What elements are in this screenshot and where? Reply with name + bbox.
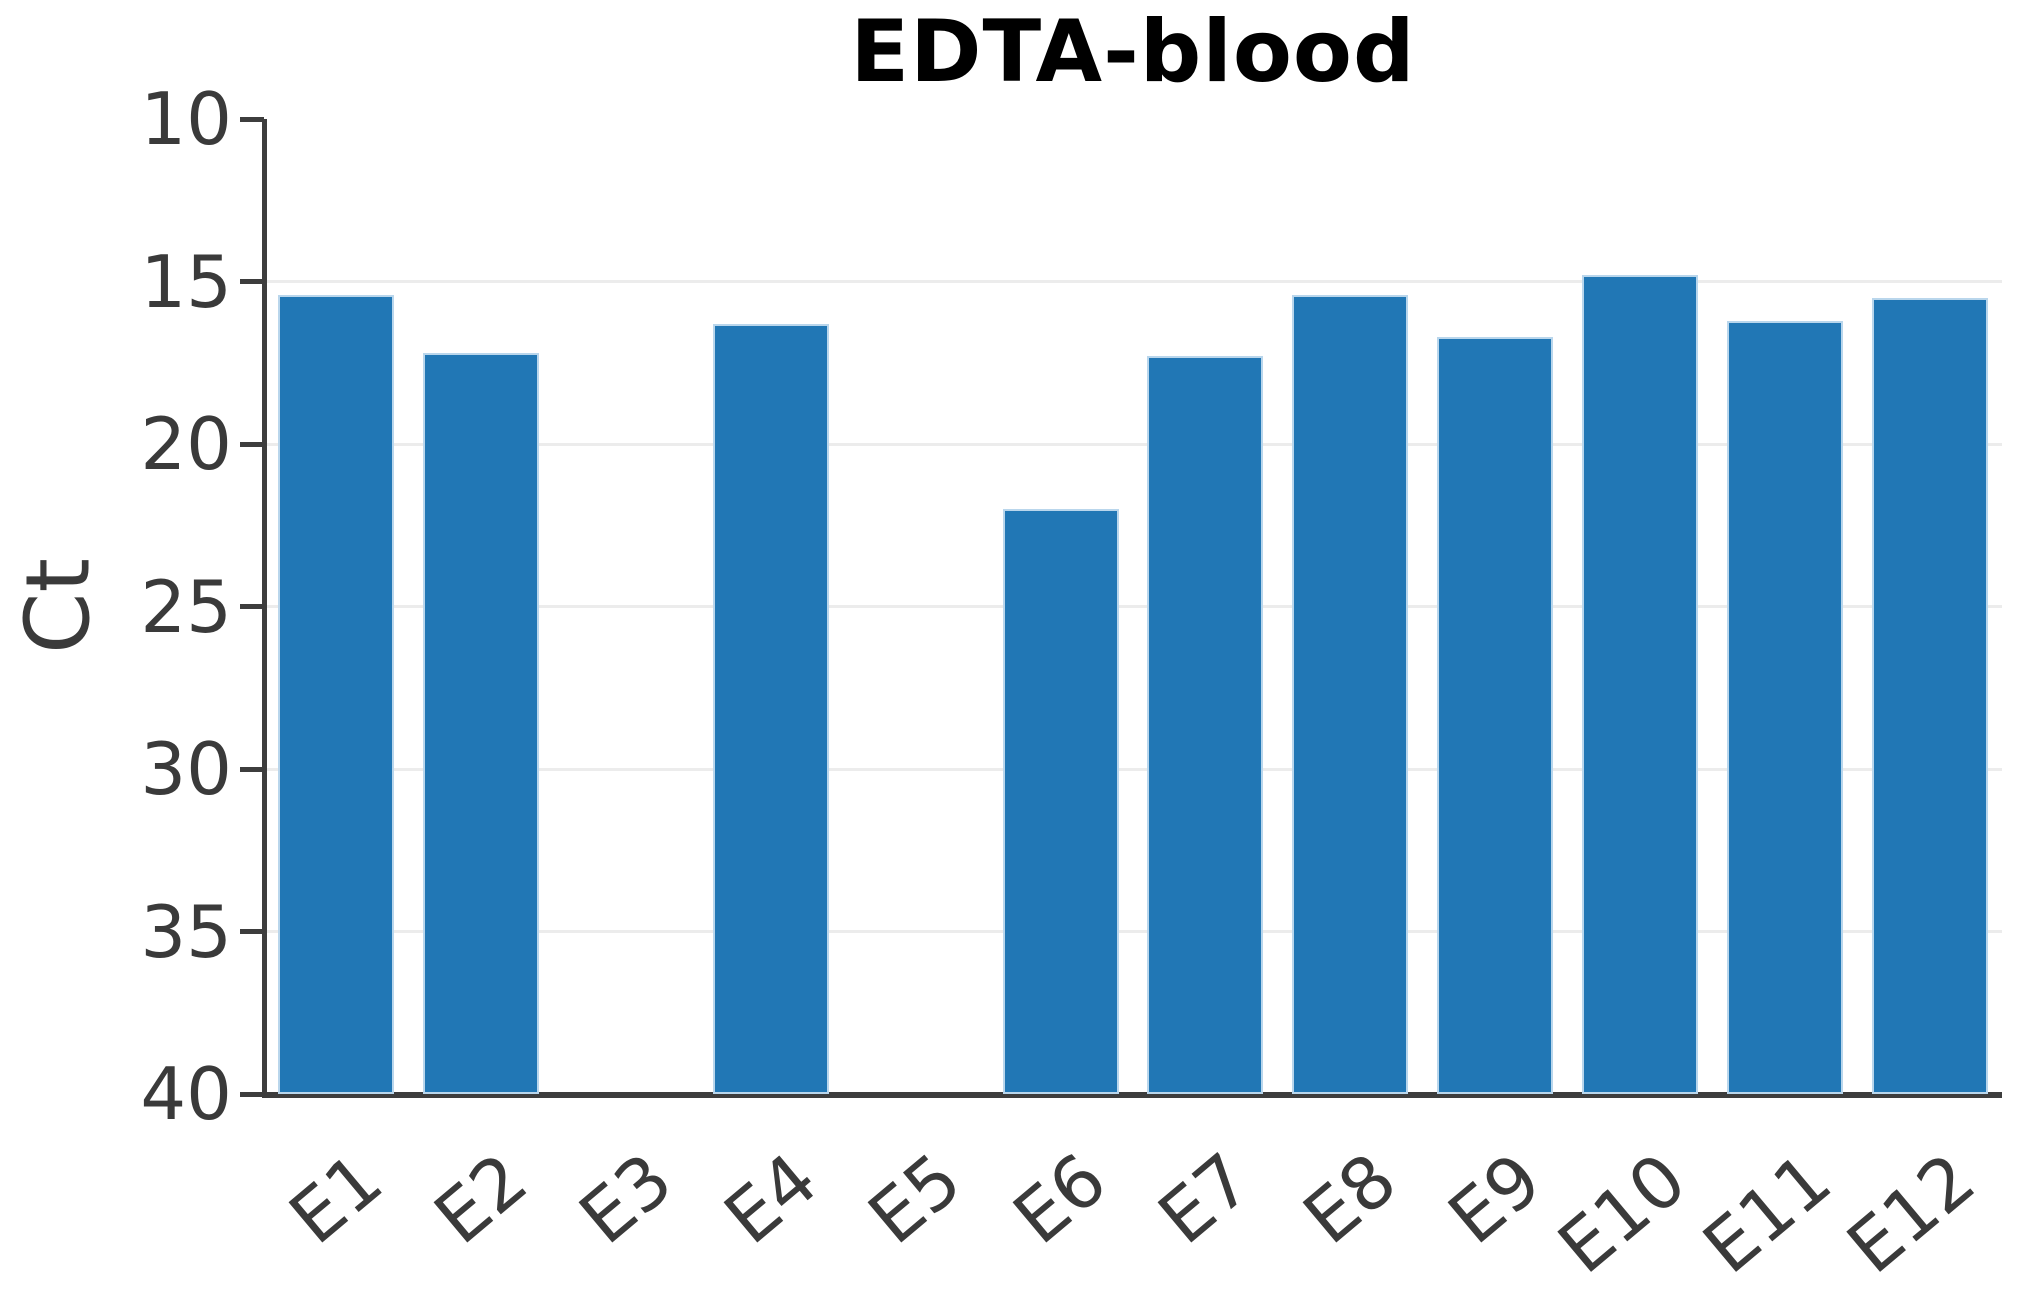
bar-E12	[1871, 297, 1988, 1094]
y-tick-mark-25	[240, 604, 264, 609]
gridline-20	[264, 442, 2002, 446]
x-tick-label-E8: E8	[1287, 1136, 1412, 1260]
bar-E9	[1437, 336, 1553, 1094]
gridline-35	[264, 930, 2002, 933]
y-axis-spine	[262, 119, 267, 1098]
x-tick-label-E3: E3	[563, 1136, 688, 1260]
x-tick-label-E7: E7	[1142, 1136, 1267, 1260]
y-tick-mark-10	[240, 116, 264, 122]
gridline-30	[264, 767, 2002, 771]
x-tick-label-E5: E5	[853, 1136, 978, 1260]
y-tick-mark-20	[240, 441, 264, 447]
y-tick-mark-15	[240, 279, 264, 284]
x-tick-label-E2: E2	[418, 1136, 543, 1260]
x-axis-spine	[262, 1092, 2002, 1098]
x-tick-label-E11: E11	[1687, 1136, 1847, 1290]
x-tick-label-E6: E6	[998, 1136, 1123, 1260]
x-tick-label-E4: E4	[708, 1136, 833, 1260]
y-tick-label-25: 25	[140, 564, 232, 649]
y-tick-label-20: 20	[140, 402, 232, 486]
y-tick-label-10: 10	[140, 77, 232, 161]
x-tick-label-E9: E9	[1432, 1136, 1557, 1260]
bar-E8	[1292, 294, 1409, 1094]
gridline-15	[264, 280, 2002, 283]
y-tick-label-35: 35	[140, 889, 232, 974]
bar-E2	[423, 353, 540, 1094]
y-tick-label-40: 40	[140, 1052, 232, 1136]
bar-E10	[1581, 275, 1698, 1094]
bar-E6	[1002, 509, 1119, 1094]
y-tick-mark-30	[240, 766, 264, 772]
bar-E1	[278, 294, 395, 1094]
x-tick-label-E10: E10	[1542, 1136, 1702, 1290]
x-tick-label-E1: E1	[273, 1136, 398, 1260]
bar-E7	[1147, 356, 1264, 1094]
y-tick-label-15: 15	[140, 239, 232, 324]
x-tick-label-E12: E12	[1831, 1136, 1992, 1290]
y-tick-mark-40	[240, 1091, 264, 1097]
gridline-25	[264, 605, 2002, 608]
bar-E11	[1726, 320, 1843, 1094]
y-tick-label-30: 30	[140, 727, 232, 811]
bar-E4	[712, 323, 829, 1094]
y-tick-mark-35	[240, 929, 264, 934]
chart-title: EDTA-blood	[850, 2, 1416, 102]
